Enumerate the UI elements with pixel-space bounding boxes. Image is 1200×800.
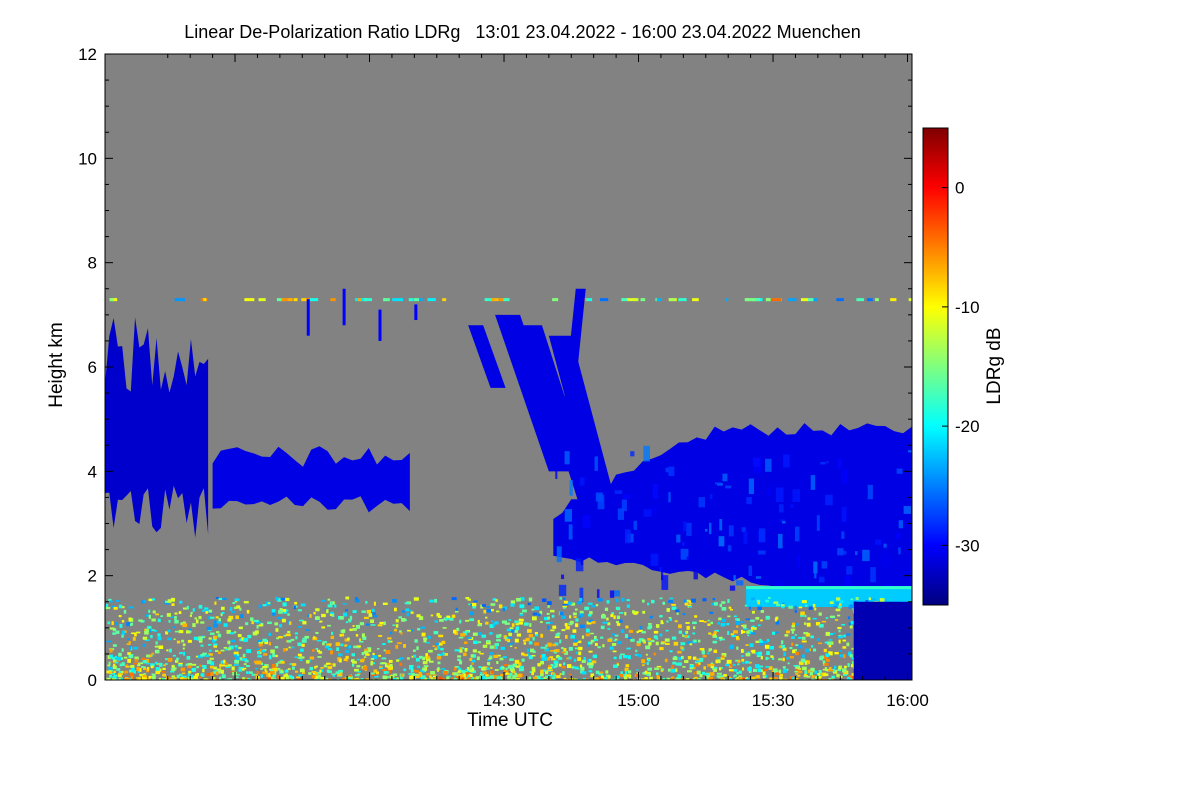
colorbar-tick-label: 0: [955, 179, 964, 198]
feature-thin-cirrus-streaks: [306, 288, 418, 341]
colorbar: 0 -10 -20 -30 LDRg dB: [922, 127, 1005, 606]
feature-main-cloud: [553, 423, 912, 606]
x-axis-label: Time UTC: [467, 710, 553, 731]
feature-cloud-base: [746, 586, 912, 607]
x-tick-label: 13:30: [214, 691, 257, 710]
y-tick-label: 6: [88, 358, 97, 377]
feature-fall-streaks: [468, 288, 630, 555]
y-tick-label: 4: [88, 462, 97, 481]
x-tick-label: 14:00: [348, 691, 391, 710]
x-tick-label: 15:00: [617, 691, 660, 710]
feature-precipitation: [853, 601, 912, 680]
feature-cloud-layer-near-7-3-km-sparse-: [109, 298, 912, 302]
x-axis: 13:30 14:00 14:30 15:00 15:30 16:00: [167, 54, 929, 710]
y-tick-label: 10: [78, 149, 97, 168]
colorbar-label: LDRg dB: [984, 327, 1005, 404]
colorbar-scale: [922, 127, 949, 606]
y-axis-label: Height km: [46, 322, 67, 408]
colorbar-tick-label: -30: [955, 536, 980, 555]
y-tick-label: 2: [88, 567, 97, 586]
x-tick-label: 16:00: [886, 691, 929, 710]
x-tick-label: 14:30: [483, 691, 526, 710]
feature-cloud-patches: [212, 446, 410, 513]
colorbar-tick-label: -20: [955, 417, 980, 436]
colorbar-tick-label: -10: [955, 298, 980, 317]
y-tick-label: 12: [78, 45, 97, 64]
y-tick-label: 0: [88, 671, 97, 690]
x-tick-label: 15:30: [752, 691, 795, 710]
y-tick-label: 8: [88, 254, 97, 273]
chart-title: Linear De-Polarization Ratio LDRg 13:01 …: [184, 22, 861, 42]
ldr-features: [105, 288, 912, 680]
feature-early-cloud: [105, 317, 209, 538]
colorbar-ticks: 0 -10 -20 -30: [942, 179, 980, 555]
y-axis: 0 2 4 6 8 10 12: [78, 45, 912, 690]
